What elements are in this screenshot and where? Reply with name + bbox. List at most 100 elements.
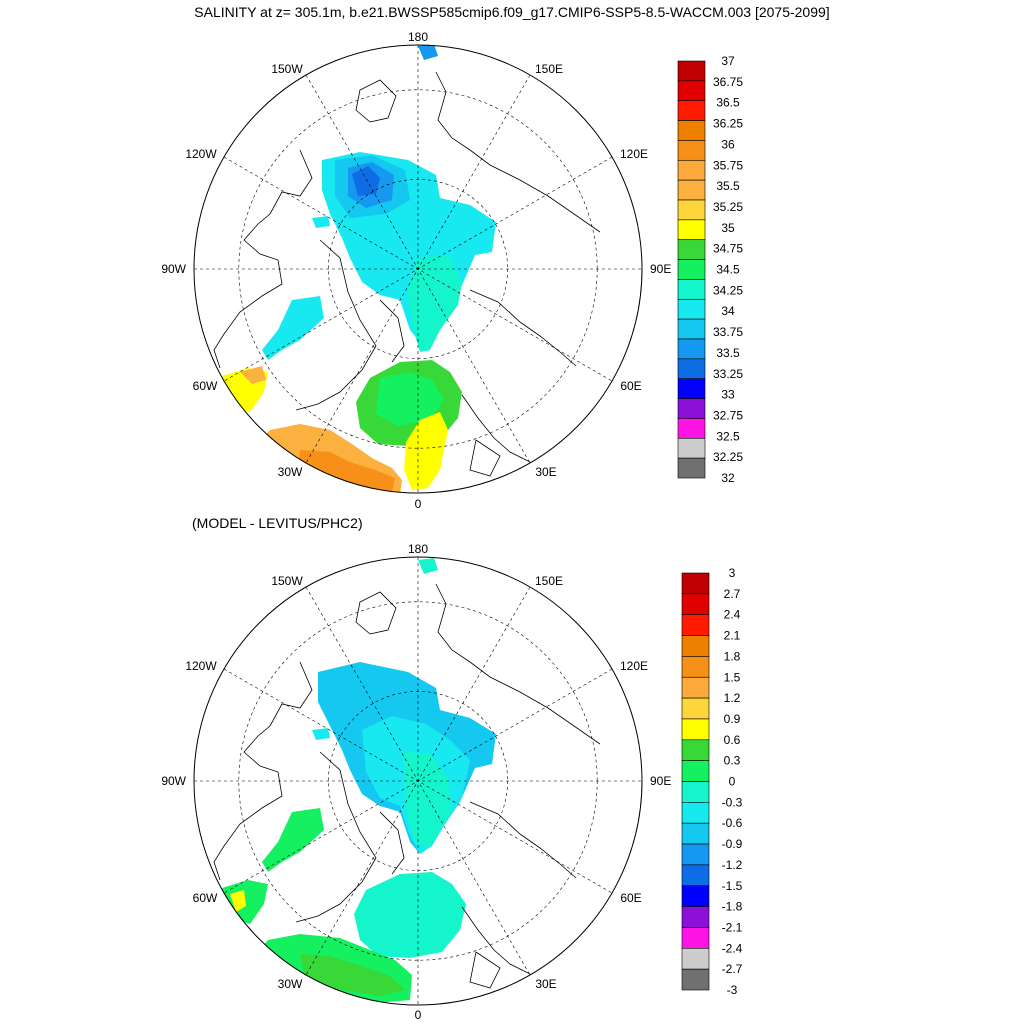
ocean-shading xyxy=(222,558,496,1005)
colorbar-box xyxy=(681,635,710,657)
colorbar-box xyxy=(681,864,710,887)
colorbar-label: -2.1 xyxy=(722,920,743,934)
colorbar-box xyxy=(681,947,710,970)
lon-label: 120E xyxy=(620,147,648,161)
colorbar-label: 0.3 xyxy=(724,754,741,768)
lon-label: 60E xyxy=(620,379,641,393)
colorbar-label: 36.25 xyxy=(713,117,743,131)
colorbar-box xyxy=(677,159,706,181)
colorbar-box xyxy=(677,318,706,340)
colorbar-label: 0.6 xyxy=(724,733,741,747)
colorbar-label: 2.1 xyxy=(724,629,741,643)
lon-label: 120E xyxy=(620,659,648,673)
map-boundary xyxy=(193,556,643,1006)
colorbar-box xyxy=(681,614,710,636)
colorbar-label: 35 xyxy=(721,221,735,235)
colorbar-label: 32.5 xyxy=(716,429,740,443)
graticule xyxy=(194,45,642,493)
colorbar-box xyxy=(677,358,706,380)
colorbar-label: 32.25 xyxy=(713,450,743,464)
colorbar-box xyxy=(677,100,706,121)
ocean-shading xyxy=(222,45,496,493)
colorbar-box xyxy=(681,781,710,803)
coastlines xyxy=(213,71,601,477)
colorbar-label: -1.2 xyxy=(722,858,743,872)
lon-label: 30W xyxy=(278,977,303,991)
lon-label: 30W xyxy=(278,465,303,479)
lon-label: 120W xyxy=(185,659,217,673)
lon-label: 60W xyxy=(193,379,218,393)
map-boundary xyxy=(193,44,643,494)
lon-label: 150W xyxy=(271,574,303,588)
colorbar-label: 2.7 xyxy=(724,587,741,601)
figure-title: SALINITY at z= 305.1m, b.e21.BWSSP585cmi… xyxy=(194,4,830,20)
colorbar-label: 33.25 xyxy=(713,367,743,381)
colorbar-label: 33.75 xyxy=(713,325,743,339)
lon-label: 60W xyxy=(193,891,218,905)
colorbar-label: 36 xyxy=(721,137,735,151)
colorbar-box xyxy=(677,418,706,439)
colorbar-label: -1.5 xyxy=(722,879,743,893)
colorbar-box xyxy=(677,298,706,320)
colorbar-box xyxy=(677,279,706,300)
colorbar-label: 1.8 xyxy=(724,649,741,663)
colorbar-label: 3 xyxy=(729,566,736,580)
colorbar-label: 33.5 xyxy=(716,346,740,360)
colorbar-label: -3 xyxy=(727,983,738,997)
colorbar-label: -2.7 xyxy=(722,962,743,976)
colorbar-box xyxy=(681,593,710,615)
colorbar-label: 32.75 xyxy=(713,408,743,422)
colorbar-box xyxy=(681,906,710,928)
lon-label: 0 xyxy=(415,497,422,511)
longitude-labels: 180 0 90W 90E 150W 120W 150E 120E 60W 30… xyxy=(161,542,671,1022)
graticule xyxy=(194,557,642,1005)
map-panel-difference: 180 0 90W 90E 150W 120W 150E 120E 60W 30… xyxy=(161,542,742,1022)
lon-label: 90E xyxy=(650,262,671,276)
colorbar-box xyxy=(677,140,706,161)
colorbar-label: 35.75 xyxy=(713,158,743,172)
colorbar-box xyxy=(677,378,706,399)
colorbar-label: 37 xyxy=(721,54,735,68)
lon-label: 120W xyxy=(185,147,217,161)
colorbar-label: -0.9 xyxy=(722,837,743,851)
colorbar-box xyxy=(681,927,710,949)
colorbar-label: 35.25 xyxy=(713,200,743,214)
colorbar-label: 33 xyxy=(721,388,735,402)
colorbar-label: 32 xyxy=(721,471,735,485)
colorbar-box xyxy=(677,259,706,280)
colorbar-box xyxy=(677,179,706,201)
lon-label: 90E xyxy=(650,774,671,788)
colorbar-box xyxy=(677,338,706,360)
colorbar-box xyxy=(681,656,710,678)
lon-label: 150E xyxy=(535,574,563,588)
coastlines xyxy=(213,583,601,989)
colorbar-label: 36.5 xyxy=(716,96,740,110)
colorbar-box xyxy=(681,802,710,824)
colorbar-box xyxy=(681,718,710,741)
colorbar-box xyxy=(677,457,706,479)
lon-label: 150W xyxy=(271,62,303,76)
map-panel-salinity: 180 0 90W 90E 150W 120W 150E 120E 60W 30… xyxy=(161,30,743,511)
colorbar-label: -1.8 xyxy=(722,900,743,914)
colorbar-box xyxy=(681,968,710,991)
colorbar-box xyxy=(681,885,710,907)
colorbar-box xyxy=(681,843,710,866)
lon-label: 180 xyxy=(408,30,428,44)
colorbar-box xyxy=(677,219,706,241)
colorbar-box xyxy=(681,697,710,720)
colorbar-label: 0 xyxy=(729,775,736,789)
lon-label: 0 xyxy=(415,1008,422,1022)
colorbar-label: -0.3 xyxy=(722,795,743,809)
panel-subtitle: (MODEL - LEVITUS/PHC2) xyxy=(192,515,363,531)
lon-label: 150E xyxy=(535,62,563,76)
colorbar-label: 0.9 xyxy=(724,712,741,726)
colorbar-box xyxy=(681,739,710,761)
colorbar-label: 34.25 xyxy=(713,283,743,297)
colorbar-box xyxy=(677,120,706,141)
lon-label: 180 xyxy=(408,542,428,556)
colorbar-label: -0.6 xyxy=(722,816,743,830)
colorbar-label: 34.75 xyxy=(713,242,743,256)
lon-label: 90W xyxy=(161,262,186,276)
colorbar-box xyxy=(677,80,706,102)
